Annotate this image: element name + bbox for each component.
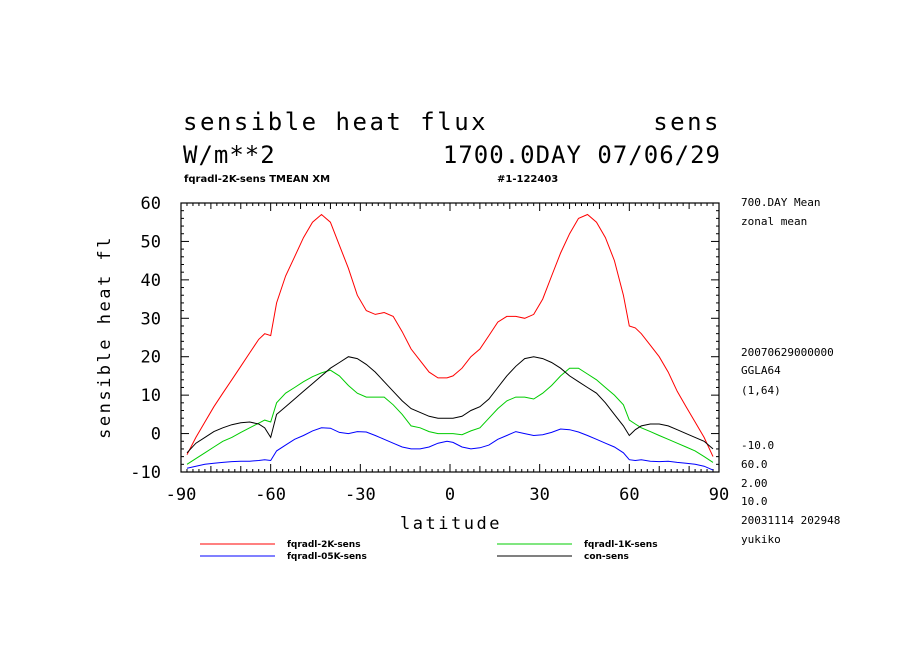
legend-label: fqradl-05K-sens bbox=[287, 552, 367, 562]
side-info-line: (1,64) bbox=[741, 384, 781, 397]
time-label: 1700.0DAY 07/06/29 bbox=[443, 141, 721, 169]
x-tick-label: 30 bbox=[529, 485, 549, 505]
y-tick-label: 50 bbox=[141, 232, 161, 252]
side-info-line: 20031114 202948 bbox=[741, 514, 840, 527]
side-info-line: 10.0 bbox=[741, 495, 768, 508]
series-line-fqradl-1K-sens bbox=[186, 367, 714, 465]
legend-label: fqradl-2K-sens bbox=[287, 540, 361, 550]
side-info-line: 20070629000000 bbox=[741, 346, 834, 359]
legend: fqradl-2K-sens fqradl-1K-sens fqradl-05K-s… bbox=[200, 540, 658, 562]
y-tick-label: 0 bbox=[151, 425, 161, 445]
side-info-panel: 700.DAY Mean zonal mean 20070629000000 GGLA… bbox=[741, 196, 840, 546]
y-tick-labels: -10 0 10 20 30 40 50 60 bbox=[130, 194, 161, 483]
y-tick-label: 60 bbox=[141, 194, 161, 214]
x-tick-label: -60 bbox=[255, 485, 286, 505]
subtitle-right: #1-122403 bbox=[497, 174, 558, 185]
series-line-fqradl-05K-sens bbox=[186, 427, 714, 471]
series-line-con-sens bbox=[186, 356, 714, 454]
legend-label: fqradl-1K-sens bbox=[584, 540, 658, 550]
subtitle-left: fqradl-2K-sens TMEAN XM bbox=[184, 174, 330, 185]
x-axis-label: latitude bbox=[400, 514, 502, 534]
side-info-line: yukiko bbox=[741, 533, 781, 546]
variable-code: sens bbox=[653, 108, 721, 136]
y-tick-label: -10 bbox=[130, 463, 161, 483]
x-tick-label: -30 bbox=[345, 485, 376, 505]
y-tick-label: 10 bbox=[141, 386, 161, 406]
y-tick-label: 30 bbox=[141, 309, 161, 329]
x-tick-label: 60 bbox=[619, 485, 639, 505]
x-tick-label: 0 bbox=[445, 485, 455, 505]
side-info-line: -10.0 bbox=[741, 439, 774, 452]
side-info-line: 700.DAY Mean bbox=[741, 196, 820, 209]
side-info-line: zonal mean bbox=[741, 215, 807, 228]
plot-frame bbox=[180, 202, 720, 473]
axis-ticks bbox=[180, 202, 720, 473]
x-tick-label: 90 bbox=[709, 485, 729, 505]
legend-label: con-sens bbox=[584, 552, 629, 562]
series-line-fqradl-2K-sens bbox=[186, 213, 714, 457]
units-label: W/m**2 bbox=[183, 141, 276, 169]
y-tick-label: 40 bbox=[141, 271, 161, 291]
chart-title: sensible heat flux bbox=[183, 108, 488, 136]
series-lines bbox=[186, 213, 714, 471]
x-tick-labels: -90 -60 -30 0 30 60 90 bbox=[166, 485, 730, 505]
side-info-line: 60.0 bbox=[741, 458, 768, 471]
side-info-line: GGLA64 bbox=[741, 364, 781, 377]
y-axis-label: sensible heat fl bbox=[95, 235, 115, 439]
side-info-line: 2.00 bbox=[741, 477, 768, 490]
y-tick-label: 20 bbox=[141, 348, 161, 368]
x-tick-label: -90 bbox=[166, 485, 197, 505]
